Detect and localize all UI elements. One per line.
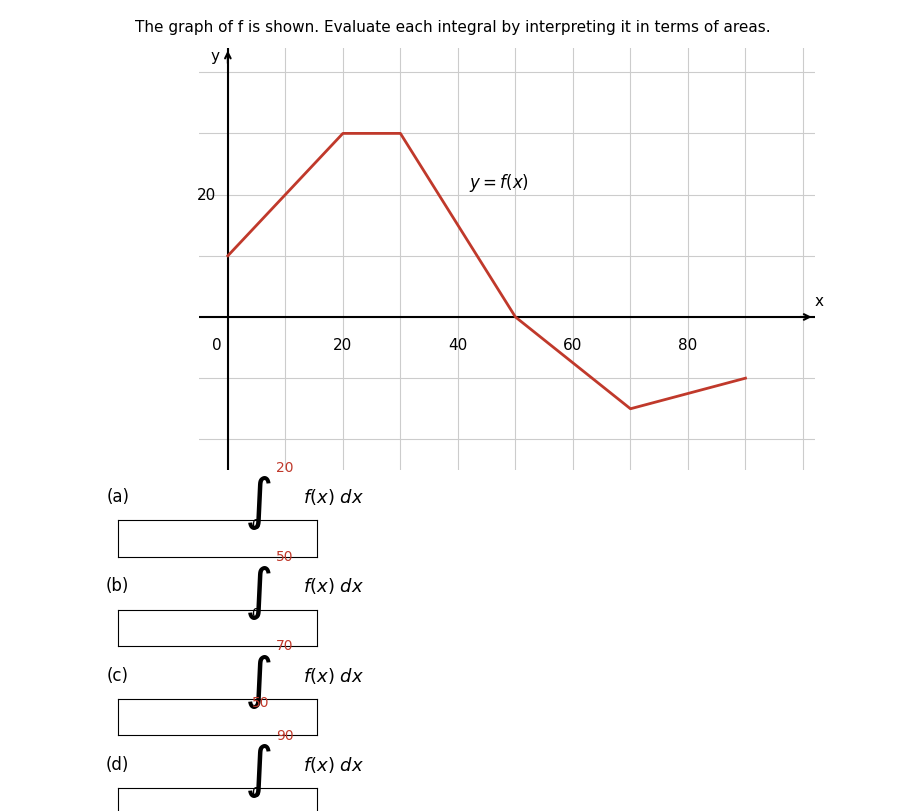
Text: $f(x)\ dx$: $f(x)\ dx$	[303, 576, 365, 595]
Text: 0: 0	[213, 337, 222, 352]
Text: (a): (a)	[106, 487, 129, 505]
Text: The graph of f is shown. Evaluate each integral by interpreting it in terms of a: The graph of f is shown. Evaluate each i…	[135, 20, 770, 35]
Text: 70: 70	[276, 638, 293, 653]
Text: $f(x)\ dx$: $f(x)\ dx$	[303, 665, 365, 684]
Text: 90: 90	[276, 727, 293, 742]
Text: 50: 50	[276, 549, 293, 564]
Text: (c): (c)	[107, 666, 129, 684]
Text: 0: 0	[252, 517, 261, 531]
Text: $f(x)\ dx$: $f(x)\ dx$	[303, 487, 365, 506]
Text: (d): (d)	[106, 755, 129, 773]
Text: 50: 50	[252, 695, 269, 710]
Text: 20: 20	[197, 188, 216, 203]
Text: 40: 40	[448, 337, 468, 352]
Text: 20: 20	[333, 337, 353, 352]
Text: 80: 80	[679, 337, 698, 352]
Text: $\int$: $\int$	[244, 474, 272, 532]
Text: $f(x)\ dx$: $f(x)\ dx$	[303, 754, 365, 774]
Text: $\int$: $\int$	[244, 652, 272, 710]
Text: $\int$: $\int$	[244, 741, 272, 800]
Text: 20: 20	[276, 460, 293, 474]
Text: x: x	[814, 294, 824, 308]
Text: $y = f(x)$: $y = f(x)$	[470, 172, 529, 194]
Text: (b): (b)	[106, 577, 129, 594]
Text: y: y	[210, 49, 219, 63]
Text: 0: 0	[252, 606, 261, 620]
Text: 60: 60	[563, 337, 583, 352]
Text: 0: 0	[252, 784, 261, 799]
Text: $\int$: $\int$	[244, 563, 272, 621]
